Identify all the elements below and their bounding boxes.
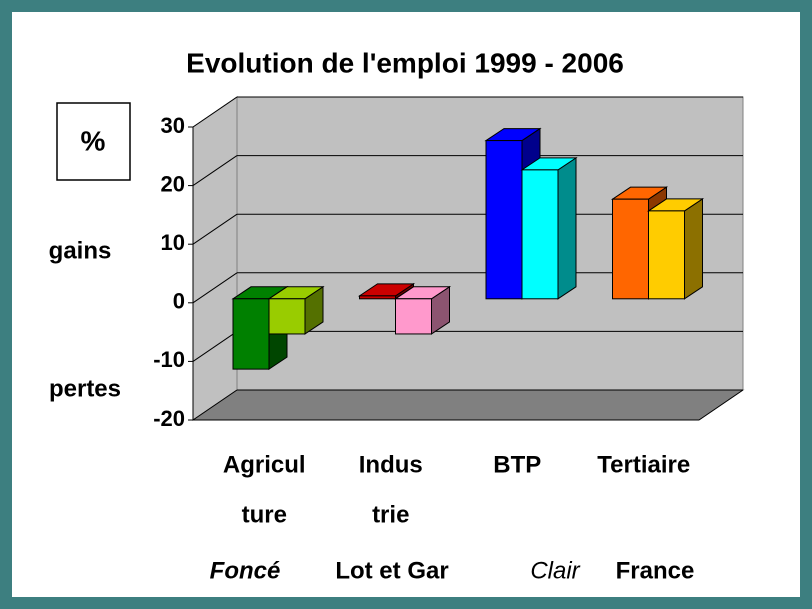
grid-line	[192, 330, 238, 362]
legend-shade: Clair	[530, 557, 580, 584]
y-tick-label: -20	[153, 406, 185, 431]
side-wall	[192, 96, 238, 421]
bar-front	[232, 298, 270, 370]
x-tick-label: ture	[242, 501, 287, 528]
bar	[646, 197, 705, 300]
x-tick-label: Tertiaire	[597, 451, 690, 478]
legend-shade: Foncé	[210, 557, 281, 584]
bar-front	[268, 298, 306, 335]
bar-front	[485, 140, 523, 300]
grid-line	[192, 213, 238, 245]
x-tick-label: BTP	[493, 451, 541, 478]
bar-front	[359, 295, 396, 300]
legend-label: Lot et Gar	[335, 557, 448, 584]
floor	[191, 389, 745, 421]
y-tick-label: 0	[173, 289, 185, 314]
loss-label: pertes	[49, 375, 121, 402]
bar-front	[521, 169, 559, 300]
bar	[520, 156, 578, 300]
grid-line	[192, 272, 238, 304]
bar-side	[684, 197, 703, 300]
x-tick-label: trie	[372, 501, 409, 528]
bar-front	[612, 198, 649, 300]
grid-line	[192, 96, 238, 128]
unit-box	[56, 102, 131, 181]
bar-front	[395, 298, 432, 335]
grid-line	[192, 389, 238, 421]
unit-label: %	[81, 125, 106, 156]
y-tick-label: -10	[153, 347, 185, 372]
legend-label: France	[616, 557, 695, 584]
y-tick-label: 20	[161, 171, 185, 196]
bar-side	[557, 156, 577, 300]
bar	[267, 285, 325, 335]
x-tick-label: Indus	[359, 451, 423, 478]
y-tick-label: 30	[161, 113, 185, 138]
gain-label: gains	[49, 237, 112, 264]
bar-front	[648, 210, 685, 300]
chart-title: Evolution de l'emploi 1999 - 2006	[186, 47, 624, 78]
y-tick-label: 10	[161, 230, 185, 255]
bar	[393, 285, 452, 335]
axis-line	[698, 389, 744, 421]
grid-line	[192, 155, 238, 187]
x-tick-label: Agricul	[223, 451, 306, 478]
